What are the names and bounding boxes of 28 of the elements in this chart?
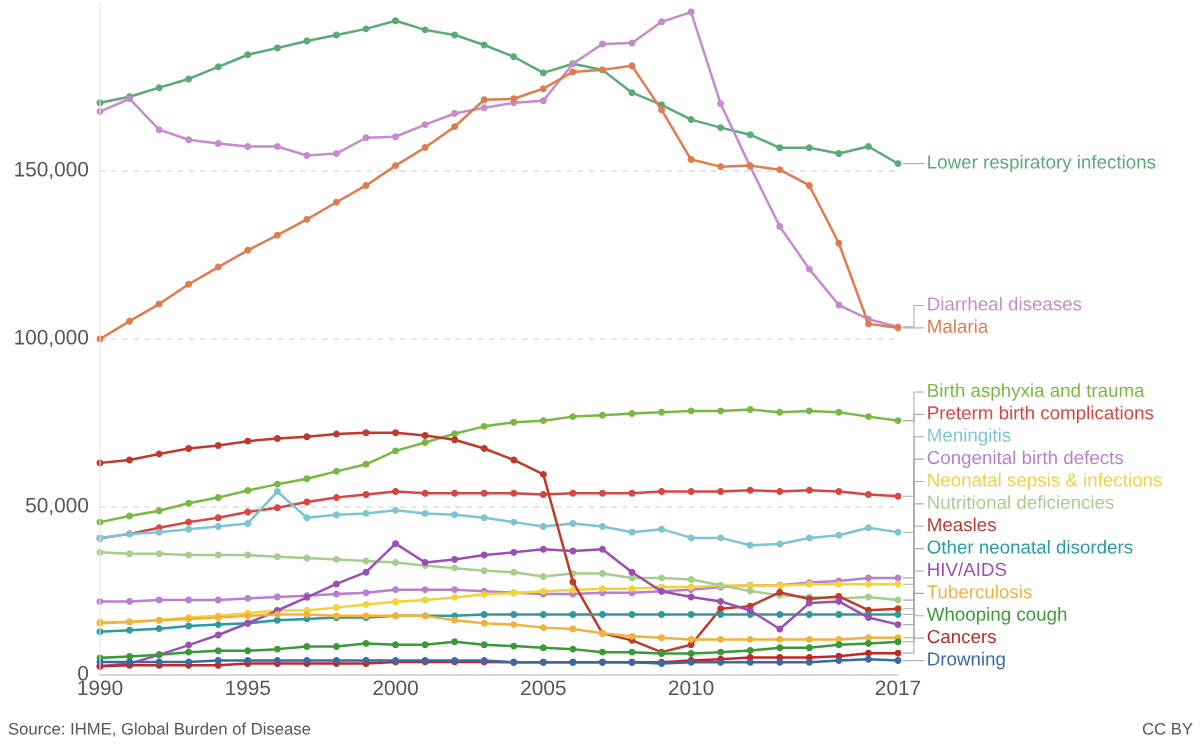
text: Neonatal sepsis & infections bbox=[928, 472, 1162, 491]
text: Preterm birth complications bbox=[928, 405, 1154, 424]
x-tick-label: 2017 bbox=[875, 680, 921, 696]
x-tick-label: 2005 bbox=[521, 680, 566, 696]
y-tick-label: 100,000 bbox=[15, 329, 89, 348]
text: Measles bbox=[928, 517, 996, 532]
y-tick-label: 50,000 bbox=[26, 497, 89, 516]
series-label: Whooping cough bbox=[926, 607, 1067, 625]
text: Nutritional deficiencies bbox=[928, 495, 1114, 509]
text: CC BY bbox=[1142, 722, 1193, 735]
text: HIV/AIDS bbox=[928, 562, 1007, 577]
series-label: Drowning bbox=[928, 651, 1005, 670]
source-note: Source: IHME, Global Burden of Disease bbox=[8, 722, 311, 737]
text: Meningitis bbox=[928, 428, 1011, 446]
text: Other neonatal disorders bbox=[927, 539, 1133, 554]
text: Congenital birth defects bbox=[927, 450, 1124, 468]
series-label: Malaria bbox=[928, 319, 989, 333]
x-tick-label: 1995 bbox=[226, 680, 271, 696]
y-tick-label: 0 bbox=[78, 665, 89, 681]
x-tick-label: 2000 bbox=[373, 680, 418, 696]
series-label: Birth asphyxia and trauma bbox=[928, 383, 1145, 401]
x-tick-label: 2010 bbox=[668, 680, 714, 696]
series-label: Lower respiratory infections bbox=[928, 154, 1156, 173]
text: Tuberculosis bbox=[927, 584, 1032, 599]
series-label: Diarrheal diseases bbox=[928, 296, 1082, 311]
y-tick-label: 150,000 bbox=[15, 161, 89, 180]
x-tick-label: 1990 bbox=[78, 680, 123, 696]
series-label: Cancers bbox=[927, 629, 996, 644]
